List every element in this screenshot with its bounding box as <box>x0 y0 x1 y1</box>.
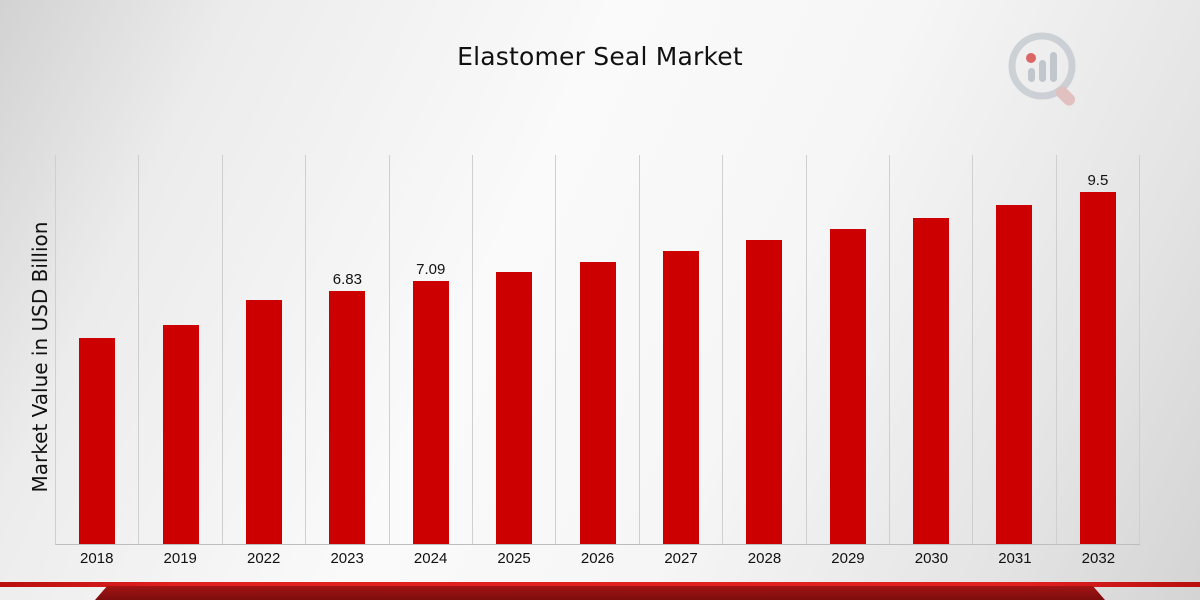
category-slot-2032: 9.5 <box>1057 155 1141 544</box>
bar-2030 <box>913 217 950 544</box>
logo-svg <box>1008 32 1076 106</box>
x-axis-labels: 2018 2019 2022 2023 2024 2025 2026 2027 2028 2029… <box>55 550 1140 567</box>
x-tick-label-2030: 2030 <box>914 550 949 567</box>
x-tick-label-2018: 2018 <box>80 550 114 567</box>
category-slot-2018 <box>56 155 140 544</box>
x-tick-label-2024: 2024 <box>413 550 448 567</box>
x-tick-label-2023: 2023 <box>330 550 364 567</box>
category-slot-2024: 7.09 <box>390 155 473 544</box>
bar-2031 <box>996 205 1033 544</box>
footer-red-band <box>95 586 1105 600</box>
category-slot-2025 <box>473 155 557 544</box>
bar-value-label-2032: 9.5 <box>1087 172 1109 190</box>
bar-2018 <box>79 338 116 544</box>
x-tick-label-2032: 2032 <box>1081 550 1116 567</box>
bar-value-label-2023: 6.83 <box>332 270 362 288</box>
bar-2023 <box>329 290 366 544</box>
category-slot-2029 <box>807 155 890 544</box>
category-slot-2030 <box>890 155 974 544</box>
category-slot-2022 <box>223 155 307 544</box>
magnifier-bar-chart-icon <box>1004 28 1090 114</box>
bar-2027 <box>662 251 699 544</box>
bar-2026 <box>579 262 616 544</box>
category-slot-2026 <box>556 155 640 544</box>
x-tick-label-2019: 2019 <box>163 550 197 567</box>
bar-2019 <box>162 325 199 544</box>
x-tick-label-2025: 2025 <box>497 550 531 567</box>
x-tick-label-2022: 2022 <box>246 550 281 567</box>
bar-2028 <box>746 240 783 544</box>
category-slot-2023: 6.83 <box>306 155 390 544</box>
category-slot-2019 <box>139 155 223 544</box>
x-tick-label-2031: 2031 <box>998 550 1032 567</box>
bar-2025 <box>496 271 533 544</box>
bar-2022 <box>245 299 282 544</box>
x-tick-label-2027: 2027 <box>664 550 698 567</box>
x-tick-label-2029: 2029 <box>831 550 865 567</box>
category-slot-2031 <box>973 155 1057 544</box>
bar-2029 <box>829 229 866 544</box>
category-slot-2027 <box>640 155 724 544</box>
bar-2024 <box>412 281 449 544</box>
category-slot-2028 <box>723 155 807 544</box>
x-tick-label-2028: 2028 <box>747 550 782 567</box>
x-tick-label-2026: 2026 <box>580 550 615 567</box>
bar-2032 <box>1079 192 1116 544</box>
chart-title: Elastomer Seal Market <box>457 42 743 71</box>
footer-red-strip <box>0 582 1200 587</box>
y-axis-label: Market Value in USD Billion <box>28 221 52 493</box>
bar-value-label-2024: 7.09 <box>416 261 446 279</box>
plot-area: 6.83 7.09 9.5 <box>55 155 1141 545</box>
